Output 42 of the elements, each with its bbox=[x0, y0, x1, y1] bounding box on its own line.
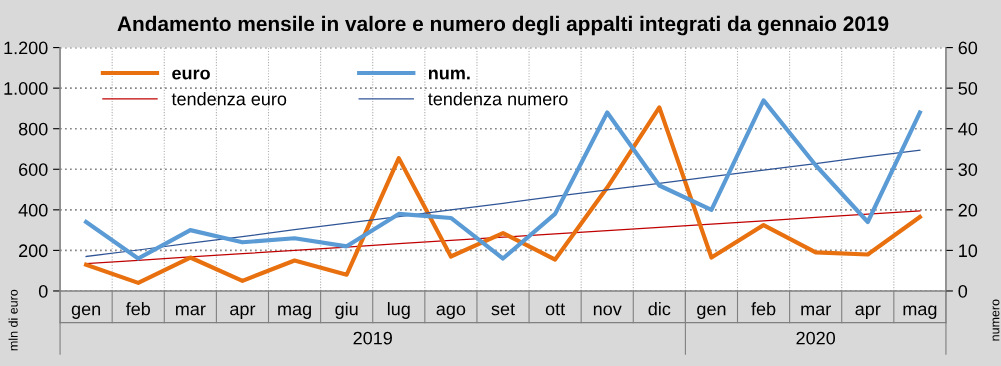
line-series bbox=[85, 149, 921, 258]
x-tick-label: lug bbox=[387, 302, 410, 319]
y2-tick-label: 50 bbox=[958, 82, 978, 95]
x-tick-label: apr bbox=[855, 305, 881, 319]
x-tick-label: mar bbox=[801, 305, 831, 316]
x-tick-label: gen bbox=[71, 305, 101, 319]
x-tick-label: set bbox=[491, 303, 515, 316]
x-tick-label: dic bbox=[648, 302, 671, 316]
y2-tick-label: 10 bbox=[959, 244, 978, 258]
x-tick-label: mar bbox=[175, 305, 206, 316]
y2-tick-label: 20 bbox=[958, 203, 978, 217]
y-tick-label: 400 bbox=[18, 203, 48, 217]
y-tick-label: 1.000 bbox=[4, 82, 48, 95]
y-tick-label: 600 bbox=[19, 163, 48, 176]
text: 2020 bbox=[796, 331, 836, 345]
y-tick-label: 200 bbox=[19, 244, 48, 258]
y-axis-title: mln di euro bbox=[8, 289, 18, 351]
legend-label: tendenza numero bbox=[428, 92, 568, 106]
x-tick-label: nov bbox=[593, 305, 622, 316]
y2-tick-label: 40 bbox=[958, 122, 978, 136]
x-tick-label: mag bbox=[278, 305, 311, 319]
y-tick-label: 0 bbox=[38, 284, 48, 298]
x-tick-label: giu bbox=[335, 302, 358, 319]
y-tick-label: 800 bbox=[18, 122, 48, 136]
x-tick-label: feb bbox=[751, 302, 776, 316]
x-tick-label: ago bbox=[436, 305, 466, 319]
y-tick-label: 1.200 bbox=[4, 41, 48, 55]
legend-label: euro bbox=[172, 69, 210, 80]
x-tick-label: ott bbox=[545, 303, 566, 316]
text: 2019 bbox=[353, 331, 392, 345]
x-tick-label: feb bbox=[125, 302, 151, 316]
y2-tick-label: 0 bbox=[958, 284, 968, 298]
y2-axis-title: numero bbox=[992, 299, 1000, 341]
chart-title: Andamento mensile in valore e numero degli appalti integrati da gennaio 2019 bbox=[117, 15, 889, 36]
x-tick-label: mag bbox=[903, 305, 937, 319]
y2-tick-label: 30 bbox=[958, 163, 978, 176]
x-tick-label: gen bbox=[697, 305, 726, 319]
line-series bbox=[84, 105, 922, 285]
y2-tick-label: 60 bbox=[958, 41, 978, 55]
x-tick-label: apr bbox=[230, 305, 256, 319]
legend-label: num. bbox=[428, 69, 470, 80]
legend-label: tendenza euro bbox=[171, 92, 287, 106]
